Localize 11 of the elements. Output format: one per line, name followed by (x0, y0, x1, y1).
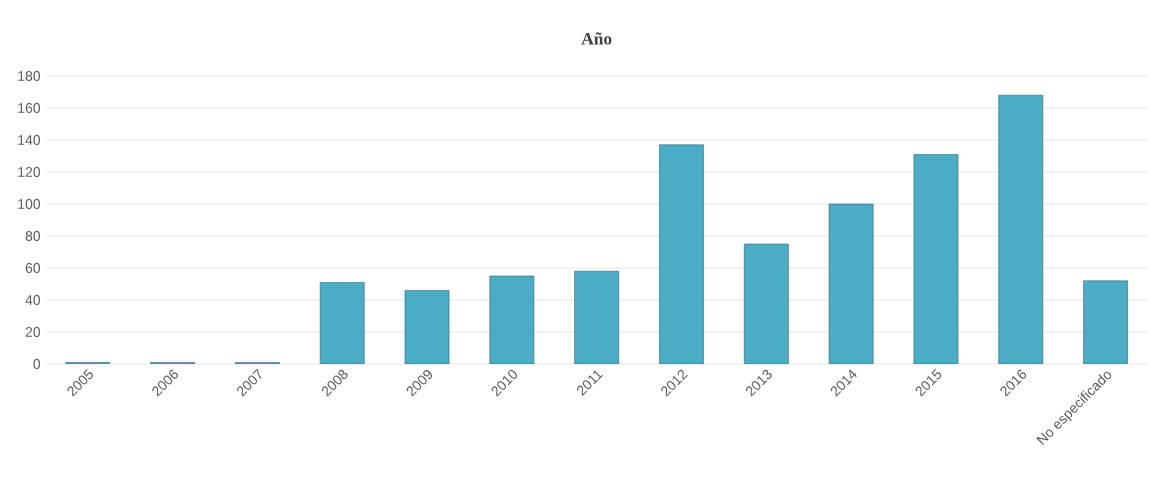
y-tick-label: 80 (25, 231, 41, 241)
y-tick-label: 100 (18, 199, 41, 209)
y-tick-label: 0 (33, 359, 41, 369)
y-tick-label: 20 (25, 327, 41, 337)
y-tick-label: 160 (18, 103, 41, 113)
y-tick-label: 120 (18, 167, 41, 177)
chart-title: Año (581, 32, 612, 45)
y-tick-label: 180 (18, 71, 41, 81)
y-tick-label: 40 (25, 295, 41, 305)
y-tick-label: 60 (25, 263, 41, 273)
y-tick-label: 140 (18, 135, 41, 145)
